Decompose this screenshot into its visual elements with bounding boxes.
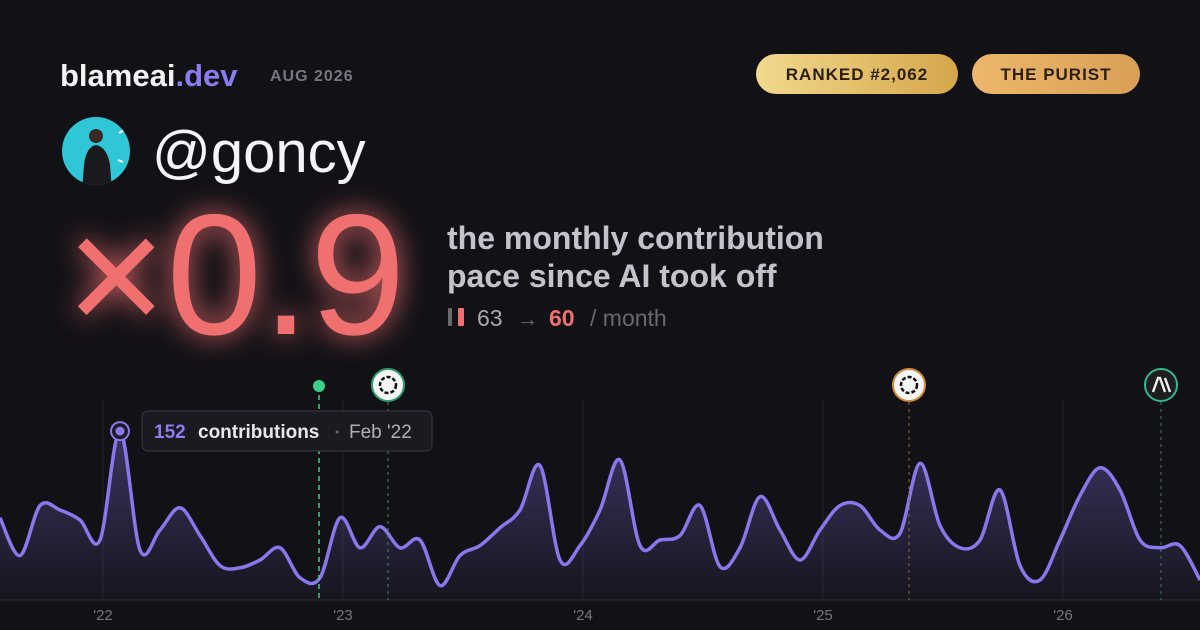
before: 63 xyxy=(477,305,503,331)
brand-suffix: .dev xyxy=(175,58,238,93)
pace-icon xyxy=(458,308,464,326)
badge-label: THE PURIST xyxy=(1000,65,1111,84)
event-icon xyxy=(892,368,926,402)
event-icon-glyph xyxy=(378,375,398,395)
caption: the monthly contribution xyxy=(447,220,824,256)
x-tick-label: '22 xyxy=(93,607,113,624)
highlight-point xyxy=(115,426,125,436)
caption: pace since AI took off xyxy=(447,258,777,294)
arrow: → xyxy=(517,308,538,331)
tooltip-label: contributions xyxy=(198,422,319,443)
brand-name: blameai xyxy=(60,58,175,93)
unit: / month xyxy=(590,305,667,331)
event-icon-glyph xyxy=(899,375,919,395)
date: AUG 2026 xyxy=(270,68,354,85)
tooltip xyxy=(141,410,433,452)
tooltip-date: Feb '22 xyxy=(349,422,412,443)
event-icon-glyph xyxy=(1151,376,1172,393)
plot: '22 '23 '24 '25 '26 xyxy=(0,400,1200,624)
event-icon xyxy=(1144,368,1178,402)
separator xyxy=(335,430,339,434)
event-dot xyxy=(313,380,325,392)
avatar xyxy=(62,117,130,185)
badge-label: RANKED #2,062 xyxy=(786,65,928,84)
after: 60 xyxy=(549,305,575,331)
badge xyxy=(756,54,958,94)
area xyxy=(0,431,1200,600)
badge xyxy=(972,54,1140,94)
tooltip-value: 152 xyxy=(154,422,186,443)
multiplier: ×0.9 xyxy=(66,179,406,371)
event-icon xyxy=(371,368,405,402)
brand: blameai.dev xyxy=(60,58,238,93)
pace-icon xyxy=(448,308,452,326)
line xyxy=(0,429,1200,588)
x-tick-label: '24 xyxy=(573,607,593,624)
x-tick-label: '25 xyxy=(813,607,833,624)
x-tick-label: '26 xyxy=(1053,607,1073,624)
x-tick-label: '23 xyxy=(333,607,353,624)
handle: @goncy xyxy=(152,120,366,185)
